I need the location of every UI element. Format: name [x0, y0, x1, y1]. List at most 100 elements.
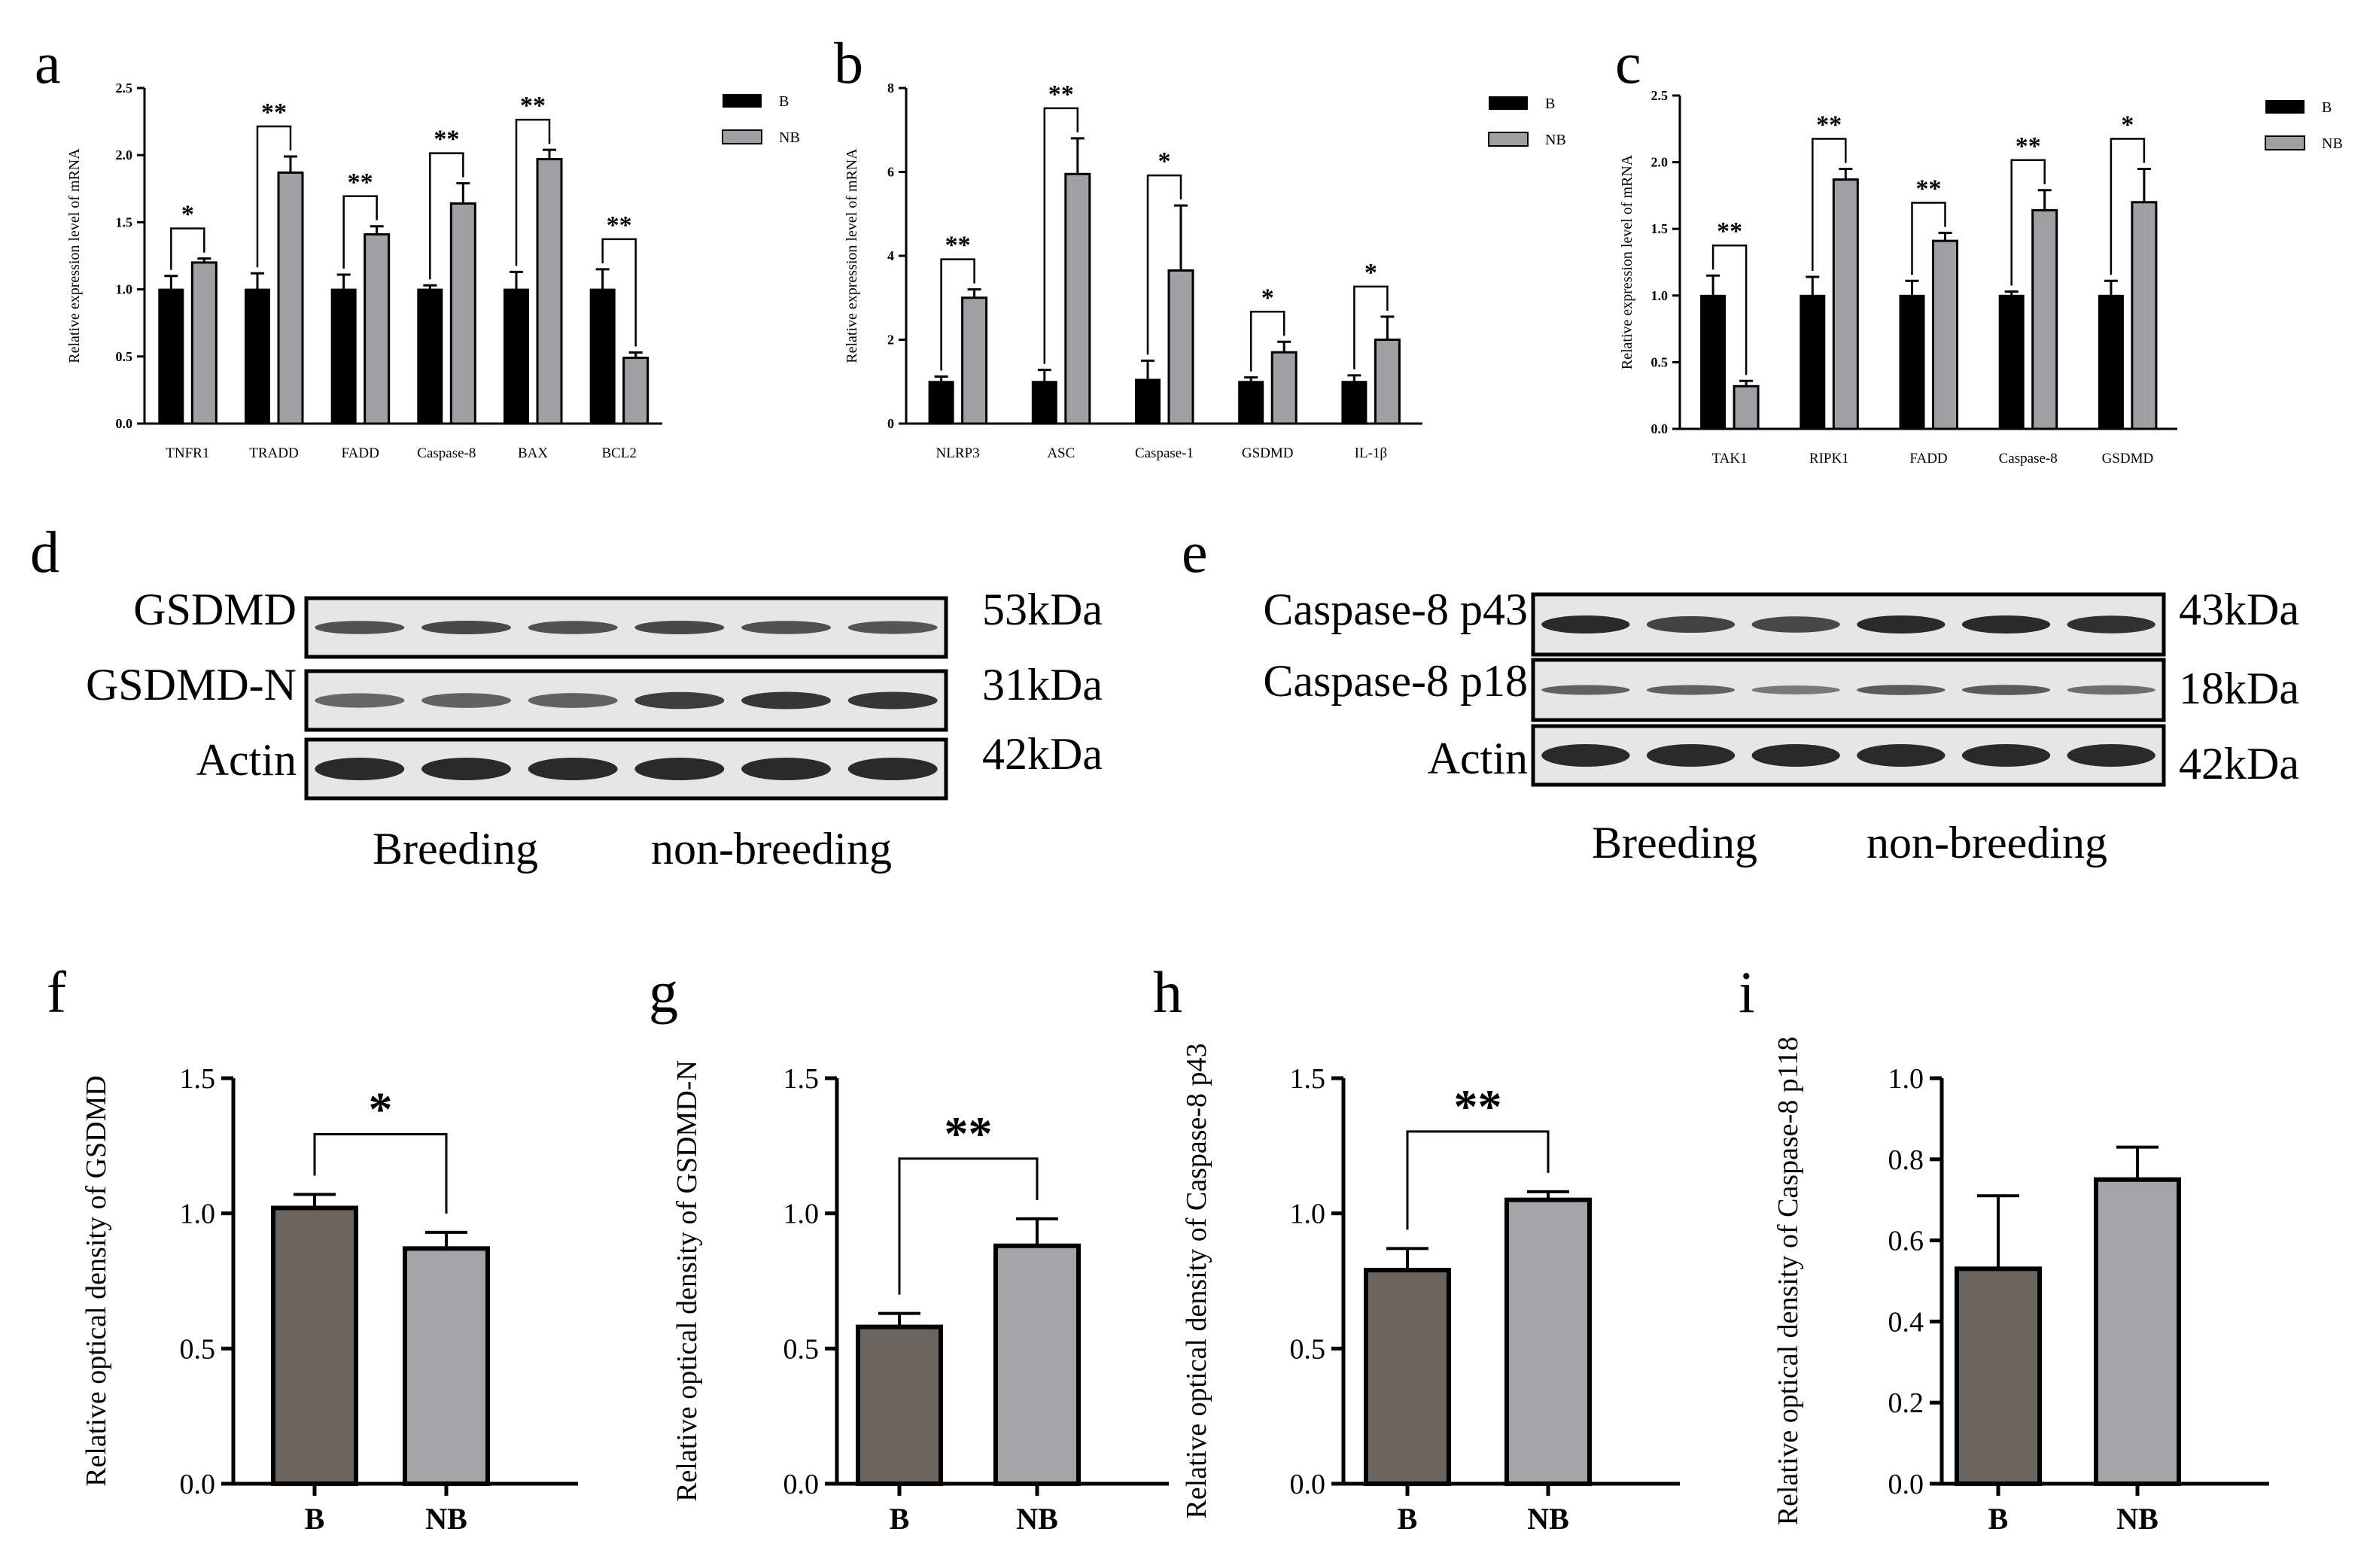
- panel-letter-h: h: [1153, 959, 1182, 1025]
- y-tick-label: 2: [887, 333, 894, 348]
- y-tick-label: 0.5: [116, 349, 133, 364]
- panel-letter-c: c: [1615, 30, 1641, 96]
- blot-frame-Actin: [304, 737, 948, 801]
- panel-letter-d: d: [30, 519, 59, 585]
- blot-frame-GSDMD-N: [304, 669, 948, 732]
- bar-nb-IL-1β: [1374, 339, 1401, 425]
- blot-group-label: Breeding: [1592, 818, 1757, 868]
- sig-bracket: [1146, 174, 1182, 355]
- blot-band: [741, 691, 831, 710]
- bar-nb-BCL2: [622, 357, 650, 425]
- y-tick-label: 0.0: [180, 1469, 216, 1500]
- bar-b-GSDMD: [2098, 294, 2124, 430]
- x-tick-label: NB: [2116, 1502, 2159, 1536]
- y-tick-label: 1.0: [1651, 288, 1669, 303]
- blot-band: [1751, 744, 1840, 767]
- blot-band: [1646, 615, 1736, 634]
- blot-band: [528, 758, 618, 780]
- y-tick-label: 2.5: [116, 81, 133, 96]
- blot-band: [315, 693, 405, 708]
- x-tick-label: B: [1398, 1502, 1418, 1536]
- bar-nb-TAK1: [1733, 384, 1760, 430]
- blot-row-label: Actin: [196, 735, 297, 785]
- blot-size-label: 43kDa: [2179, 585, 2299, 634]
- y-tick-label: 1.5: [180, 1063, 216, 1095]
- x-tick-label: TNFR1: [166, 445, 209, 461]
- blot-size-label: 31kDa: [982, 660, 1103, 710]
- bar-NB: [2094, 1177, 2181, 1486]
- sig-label: **: [520, 92, 546, 120]
- x-tick-label: GSDMD: [1242, 445, 1294, 461]
- legend-label-nb: NB: [1545, 132, 1566, 148]
- x-tick-label: NB: [1527, 1502, 1569, 1536]
- bar-b-IL-1β: [1341, 381, 1368, 424]
- x-tick-label: B: [1988, 1502, 2009, 1536]
- panel-letter-a: a: [35, 30, 61, 96]
- sig-bracket: [256, 125, 292, 268]
- y-axis-label: Relative optical density of GSDMD: [81, 1075, 112, 1487]
- sig-bracket: [1911, 202, 1946, 275]
- bar-b-GSDMD: [1238, 381, 1264, 424]
- chart-h: 0.0 0.5 1.0 1.5 Relative optical density of …: [1181, 1043, 1680, 1536]
- sig-label: **: [1454, 1080, 1502, 1133]
- blot-size-label: 53kDa: [982, 585, 1103, 634]
- y-tick-label: 4: [887, 248, 894, 263]
- blot-band: [1857, 685, 1946, 695]
- blot-frame-Caspase-8 p18: [1531, 658, 2166, 722]
- blot-band: [1646, 744, 1736, 767]
- sig-label: **: [607, 211, 632, 239]
- sig-bracket: [1249, 311, 1285, 372]
- sig-label: **: [1048, 81, 1074, 108]
- bar-nb-NLRP3: [961, 296, 988, 425]
- blot-band: [847, 621, 938, 634]
- legend-label-b: B: [1545, 96, 1555, 112]
- blot-group-label: non-breeding: [1866, 818, 2107, 868]
- blot-size-label: 42kDa: [2179, 739, 2299, 789]
- y-tick-label: 0.5: [1651, 354, 1669, 369]
- y-axis-label: Relative optical density of Caspase-8 p1…: [1772, 1037, 1804, 1526]
- bar-NB: [1504, 1197, 1592, 1486]
- panel-letter-g: g: [649, 959, 678, 1025]
- sig-bracket: [898, 1157, 1039, 1295]
- y-tick-label: 0.5: [1290, 1333, 1326, 1365]
- sig-label: **: [261, 99, 287, 126]
- y-tick-label: 2.0: [116, 147, 133, 163]
- y-axis-label: Relative expression level of mRNA: [844, 148, 860, 363]
- x-tick-label: NB: [425, 1502, 467, 1536]
- blot-e: Caspase-8 p43 43kDa Caspase-8 p18 18kDa Acti…: [1263, 585, 2299, 868]
- y-tick-label: 0.0: [1888, 1469, 1924, 1500]
- blot-group-label: non-breeding: [651, 824, 892, 874]
- bar-b-FADD: [1899, 294, 1925, 430]
- y-tick-label: 0.5: [180, 1333, 216, 1365]
- y-tick-label: 1.5: [1651, 221, 1669, 236]
- blot-band: [634, 621, 725, 634]
- blot-band: [1961, 685, 2051, 695]
- x-tick-label: Caspase-8: [1999, 451, 2058, 466]
- blot-band: [2067, 615, 2155, 634]
- legend-label-nb: NB: [779, 129, 800, 146]
- x-tick-label: NB: [1016, 1502, 1058, 1536]
- y-tick-label: 1.0: [1888, 1063, 1924, 1095]
- sig-bracket: [342, 195, 378, 269]
- blot-band: [421, 621, 511, 634]
- bar-nb-FADD: [1932, 239, 1958, 430]
- sig-bracket: [1406, 1130, 1550, 1230]
- blot-band: [1751, 685, 1840, 694]
- blot-band: [528, 621, 618, 634]
- bar-b-TRADD: [245, 288, 270, 424]
- x-tick-label: BAX: [518, 445, 548, 461]
- blot-band: [1961, 744, 2051, 767]
- y-axis-label: Relative expression level of mRNA: [66, 148, 83, 363]
- blot-band: [741, 621, 831, 634]
- y-tick-label: 0.0: [116, 416, 133, 431]
- bar-B: [856, 1324, 943, 1486]
- sig-bracket: [1812, 138, 1847, 271]
- bar-nb-Caspase-8: [2031, 208, 2058, 430]
- bar-B: [1955, 1266, 2042, 1486]
- x-tick-label: ASC: [1047, 445, 1075, 461]
- sig-bracket: [170, 227, 205, 270]
- bar-b-Caspase-1: [1135, 378, 1161, 424]
- blot-band: [315, 758, 405, 780]
- y-tick-label: 1.5: [783, 1063, 820, 1095]
- panel-letter-e: e: [1182, 519, 1208, 585]
